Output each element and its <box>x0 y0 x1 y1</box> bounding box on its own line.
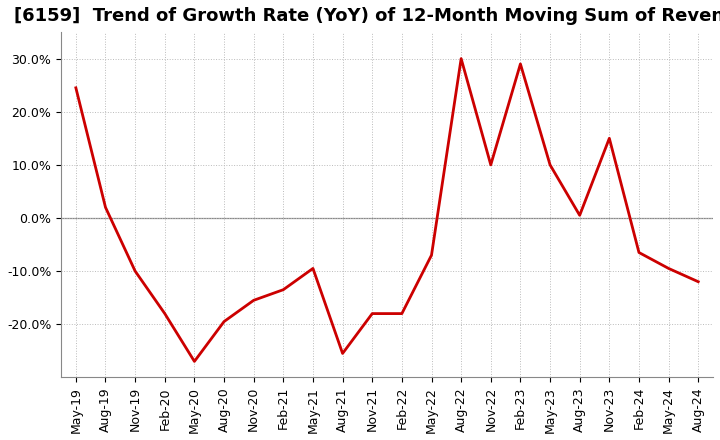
Title: [6159]  Trend of Growth Rate (YoY) of 12-Month Moving Sum of Revenues: [6159] Trend of Growth Rate (YoY) of 12-… <box>14 7 720 25</box>
